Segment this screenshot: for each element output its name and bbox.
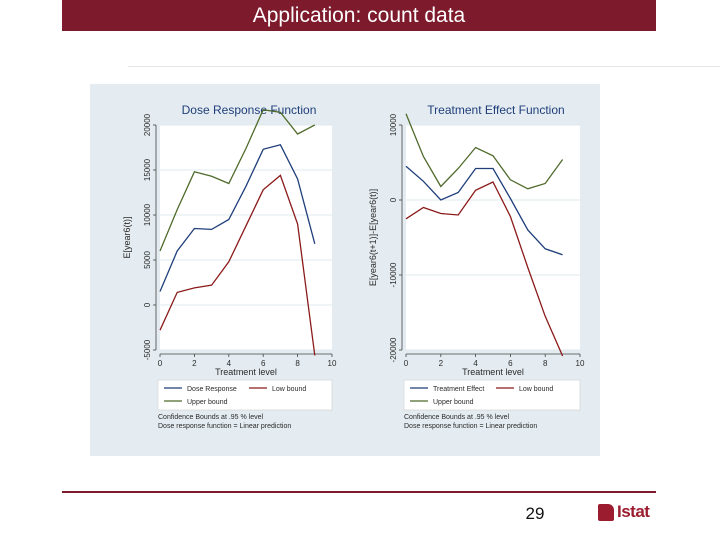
chart2-line-upper (405, 113, 564, 190)
chart2-line-estimate (405, 165, 563, 256)
chart1-x-tick-label: 8 (295, 359, 300, 368)
chart1-legend-label: Dose Response (187, 386, 237, 393)
chart2-x-tick-label: 2 (439, 359, 444, 368)
chart1-y-tick-label: 5000 (143, 251, 152, 269)
chart2-line-low (405, 181, 564, 357)
chart2-legend-label: Upper bound (433, 399, 474, 406)
istat-logo-mark-icon (598, 504, 614, 521)
chart1-line-low (159, 174, 316, 356)
top-divider (128, 66, 720, 67)
chart2-legend-box (403, 379, 581, 411)
chart1-y-tick-label: 10000 (143, 203, 152, 226)
chart2-x-axis-label: Treatment level (462, 367, 524, 377)
chart1-legend-label: Upper bound (187, 399, 228, 406)
bottom-divider (62, 491, 656, 493)
chart1-group: -5000 0 5000 10000 15000 20000 0 2 4 6 8 10 Dose Res… (122, 103, 337, 430)
page-number: 29 (525, 504, 545, 523)
chart1-x-axis-label: Treatment level (215, 367, 277, 377)
chart2-note: Dose response function = Linear predicti… (404, 423, 537, 430)
slide-title: Application: count data (252, 3, 466, 27)
chart2-x-tick-label: 0 (404, 359, 409, 368)
chart1-y-tick-label: 20000 (143, 113, 152, 136)
chart1-x-tick-label: 6 (261, 359, 266, 368)
chart1-line-upper (159, 108, 316, 252)
chart1-y-tick-label: -5000 (143, 339, 152, 360)
chart1-y-tick-label: 0 (143, 302, 152, 307)
chart2-title: Treatment Effect Function (427, 103, 564, 117)
chart1-y-tick-label: 15000 (143, 158, 152, 181)
chart1-x-tick-label: 4 (227, 359, 232, 368)
charts-svg: -5000 0 5000 10000 15000 20000 0 2 4 6 8 10 Dose Res… (122, 103, 585, 430)
chart1-line-estimate (159, 144, 316, 292)
chart1-y-axis-label: E[year6(t)] (122, 216, 132, 258)
slide-title-bar: Application: count data (62, 0, 656, 31)
istat-logo: Istat (598, 502, 658, 524)
istat-logo-text: Istat (617, 502, 650, 521)
chart2-x-tick-label: 6 (508, 359, 513, 368)
chart2-legend-label: Treatment Effect (433, 386, 484, 393)
chart2-y-tick-label: 10000 (389, 113, 398, 136)
figure-panel: -5000 0 5000 10000 15000 20000 0 2 4 6 8 10 Dose Res… (90, 84, 600, 456)
chart1-note: Dose response function = Linear predicti… (158, 423, 291, 430)
chart2-x-tick-label: 10 (576, 359, 585, 368)
chart1-title: Dose Response Function (182, 103, 317, 117)
chart2-y-tick-label: 0 (389, 197, 398, 202)
chart2-y-axis-label: E[year6(t+1)]-E[year6(t)] (368, 189, 378, 286)
chart2-y-tick-label: -10000 (389, 262, 398, 287)
chart1-plot-area (160, 125, 332, 350)
chart2-note: Confidence Bounds at .95 % level (404, 414, 510, 421)
chart1-note: Confidence Bounds at .95 % level (158, 414, 264, 421)
chart2-group: -20000 -10000 0 10000 0 2 4 6 8 10 Treatment Effec… (368, 103, 585, 430)
chart2-x-tick-label: 8 (543, 359, 548, 368)
chart2-y-tick-label: -20000 (389, 337, 398, 362)
chart1-legend-box (157, 379, 333, 411)
chart2-plot-area (406, 125, 580, 350)
chart1-x-tick-label: 0 (158, 359, 163, 368)
chart1-x-tick-label: 2 (192, 359, 197, 368)
chart2-legend-label: Low bound (519, 386, 553, 393)
chart1-legend-label: Low bound (272, 386, 306, 393)
chart1-x-tick-label: 10 (328, 359, 337, 368)
chart2-x-tick-label: 4 (473, 359, 478, 368)
